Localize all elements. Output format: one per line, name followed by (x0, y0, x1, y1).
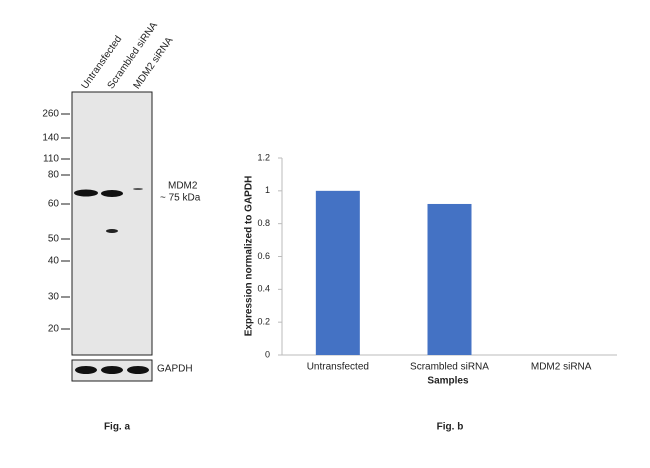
gapdh-label: GAPDH (157, 364, 193, 375)
marker-label: 50 (48, 234, 60, 245)
caption: Fig. b (437, 422, 464, 433)
y-tick-label: 1.2 (257, 152, 270, 162)
y-tick-label: 1 (265, 185, 270, 195)
band (101, 190, 123, 197)
marker-label: 20 (48, 324, 60, 335)
x-tick-label: Untransfected (307, 362, 369, 373)
x-tick-label: Scrambled siRNA (410, 362, 489, 373)
band (106, 229, 118, 233)
marker-label: 30 (48, 292, 60, 303)
y-tick-label: 0.4 (257, 284, 270, 294)
marker-label: 110 (43, 154, 59, 165)
y-tick-label: 0.6 (257, 251, 270, 261)
band (127, 366, 149, 374)
band (133, 188, 143, 190)
band-label: MDM2 (168, 181, 198, 192)
marker-label: 40 (48, 256, 60, 267)
x-tick-label: MDM2 siRNA (531, 362, 592, 373)
x-axis-title: Samples (427, 376, 469, 387)
marker-label: 140 (42, 133, 59, 144)
bar (427, 203, 472, 355)
band-size: ~ 75 kDa (160, 193, 201, 204)
blot-panel (71, 91, 153, 356)
marker-label: 60 (48, 199, 60, 210)
marker-label: 260 (42, 109, 59, 120)
bar (315, 190, 360, 355)
y-axis-title: Expression normalized to GAPDH (244, 176, 255, 337)
y-tick-label: 0 (265, 349, 270, 359)
y-tick-label: 0.2 (257, 317, 270, 327)
band (75, 366, 97, 374)
marker-label: 80 (48, 170, 60, 181)
y-tick-label: 0.8 (257, 218, 270, 228)
band (101, 366, 123, 374)
caption: Fig. a (104, 422, 131, 433)
band (74, 189, 98, 197)
